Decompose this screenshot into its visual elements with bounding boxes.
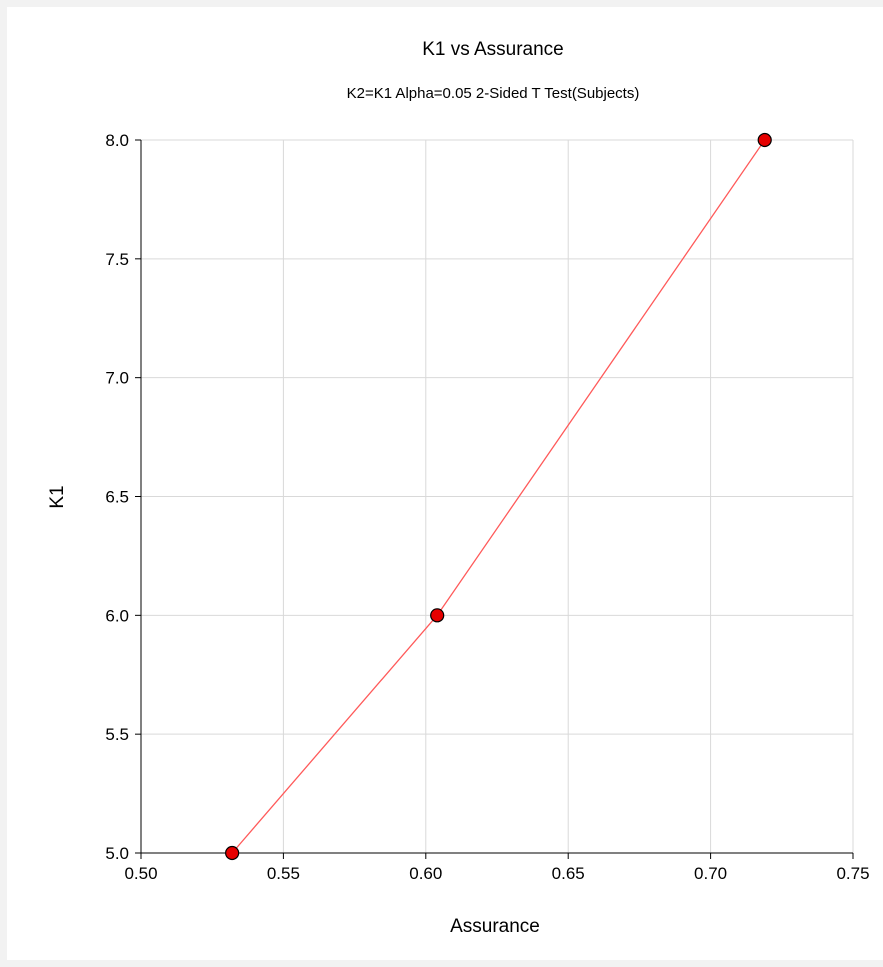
y-tick-label: 8.0	[105, 131, 129, 150]
x-tick-label: 0.70	[694, 864, 727, 883]
data-point	[225, 845, 240, 861]
chart-title: K1 vs Assurance	[422, 39, 564, 60]
y-axis-label: K1	[47, 485, 68, 508]
gridlines	[141, 139, 854, 853]
x-tick-label: 0.60	[409, 864, 442, 883]
x-tick-label: 0.55	[267, 864, 300, 883]
x-tick-label: 0.50	[124, 864, 157, 883]
x-tick-label: 0.65	[552, 864, 585, 883]
y-tick-label: 5.0	[105, 844, 129, 863]
data-series	[225, 132, 772, 861]
y-tick-label: 7.0	[105, 369, 129, 388]
y-tick-label: 7.5	[105, 250, 129, 269]
y-axis-ticks: 5.0 5.5 6.0 6.5 7.0 7.5 8.0	[105, 131, 141, 863]
x-tick-label: 0.75	[836, 864, 869, 883]
x-axis-label: Assurance	[450, 916, 540, 937]
chart-background	[7, 7, 883, 960]
chart-subtitle: K2=K1 Alpha=0.05 2-Sided T Test(Subjects…	[347, 85, 640, 102]
x-axis-ticks: 0.50 0.55 0.60 0.65 0.70 0.75	[124, 853, 870, 883]
y-tick-label: 6.5	[105, 488, 129, 507]
y-tick-label: 5.5	[105, 725, 129, 744]
y-tick-label: 6.0	[105, 606, 129, 625]
data-point	[430, 608, 445, 623]
data-point	[757, 132, 772, 148]
